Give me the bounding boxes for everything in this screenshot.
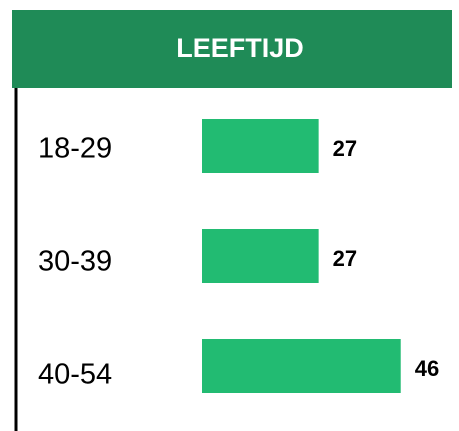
bar xyxy=(202,339,401,393)
bar xyxy=(202,119,319,173)
value-label: 46 xyxy=(415,356,439,381)
category-label: 40-54 xyxy=(38,359,112,391)
header-band xyxy=(12,10,452,88)
bar xyxy=(202,229,319,283)
category-label: 30-39 xyxy=(38,246,112,278)
value-label: 27 xyxy=(333,136,357,161)
category-label: 18-29 xyxy=(38,133,112,165)
chart-title: LEEFTIJD xyxy=(176,33,304,63)
value-label: 27 xyxy=(333,246,357,271)
